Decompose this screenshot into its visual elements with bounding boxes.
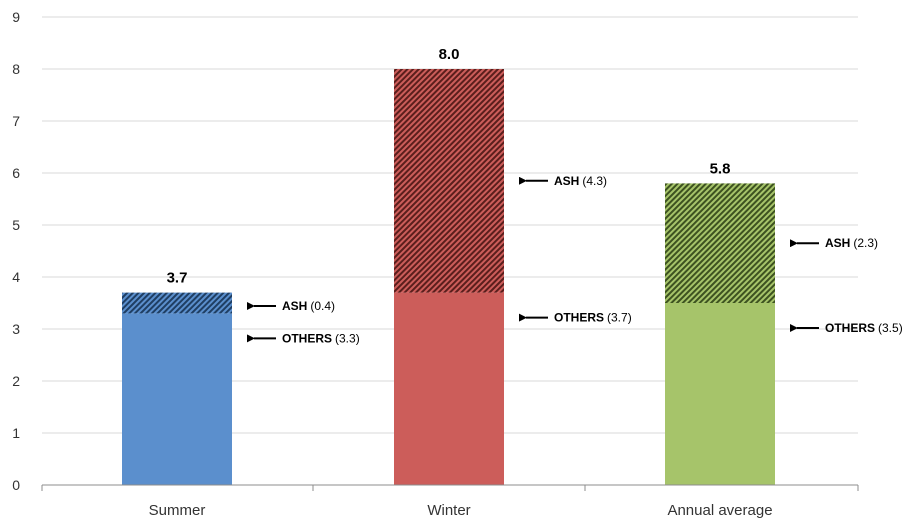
y-tick-label: 4 [12, 269, 20, 285]
y-tick-label: 2 [12, 373, 20, 389]
annotation-value: (3.7) [607, 311, 632, 325]
bar-total-label: 5.8 [710, 160, 731, 177]
annotation-name: ASH [554, 174, 579, 188]
x-category-label: Winter [427, 502, 470, 519]
annotation-name: ASH [282, 299, 307, 313]
x-axis [41, 484, 859, 491]
bar-total-label: 8.0 [439, 46, 460, 63]
annotation-value: (3.5) [878, 321, 903, 335]
annotation-others: OTHERS (3.3) [247, 331, 360, 345]
y-tick-label: 0 [12, 477, 20, 493]
svg-text:OTHERS(3.3): OTHERS (3.3) [282, 331, 360, 345]
annotation-ash: ASH (2.3) [790, 236, 878, 250]
svg-text:ASH(4.3): ASH (4.3) [554, 174, 607, 188]
y-tick-label: 9 [12, 9, 20, 25]
y-tick-label: 1 [12, 425, 20, 441]
annotation-ash: ASH (0.4) [247, 299, 335, 313]
bar-segment-ash [394, 69, 504, 293]
y-tick-label: 6 [12, 165, 20, 181]
annotation-ash: ASH (4.3) [519, 174, 607, 188]
annotation-value: (3.3) [335, 331, 360, 345]
x-category-label: Annual average [667, 502, 772, 519]
y-tick-label: 3 [12, 321, 20, 337]
annotation-value: (2.3) [853, 236, 878, 250]
bar-total-label: 3.7 [167, 270, 188, 287]
bar-segment-others [665, 303, 775, 485]
y-tick-label: 5 [12, 217, 20, 233]
y-axis-tick-labels: 0 1 2 3 4 5 6 7 8 9 [12, 9, 20, 493]
x-axis-category-labels: Summer Winter Annual average [149, 502, 773, 519]
y-tick-label: 8 [12, 61, 20, 77]
bar-total-labels: 3.7 8.0 5.8 [167, 46, 731, 287]
annotation-name: ASH [825, 236, 850, 250]
bar-segment-others [394, 292, 504, 485]
annotation-name: OTHERS [554, 311, 604, 325]
bar-segment-ash [122, 292, 232, 314]
bar-segment-ash [665, 183, 775, 303]
svg-text:ASH(2.3): ASH (2.3) [825, 236, 878, 250]
svg-text:OTHERS(3.7): OTHERS (3.7) [554, 311, 632, 325]
annotation-name: OTHERS [825, 321, 875, 335]
bar-segment-others [122, 313, 232, 485]
x-category-label: Summer [149, 502, 206, 519]
segment-annotations: ASH (0.4)OTHERS (3.3)ASH (4.3)OTHERS (3.7)AS… [247, 174, 903, 345]
svg-text:ASH(0.4): ASH (0.4) [282, 299, 335, 313]
annotation-value: (4.3) [582, 174, 607, 188]
y-tick-label: 7 [12, 113, 20, 129]
annotation-name: OTHERS [282, 331, 332, 345]
svg-text:OTHERS(3.5): OTHERS (3.5) [825, 321, 903, 335]
annotation-others: OTHERS (3.5) [790, 321, 903, 335]
annotation-others: OTHERS (3.7) [519, 311, 632, 325]
bars [122, 69, 775, 485]
annotation-value: (0.4) [310, 299, 335, 313]
